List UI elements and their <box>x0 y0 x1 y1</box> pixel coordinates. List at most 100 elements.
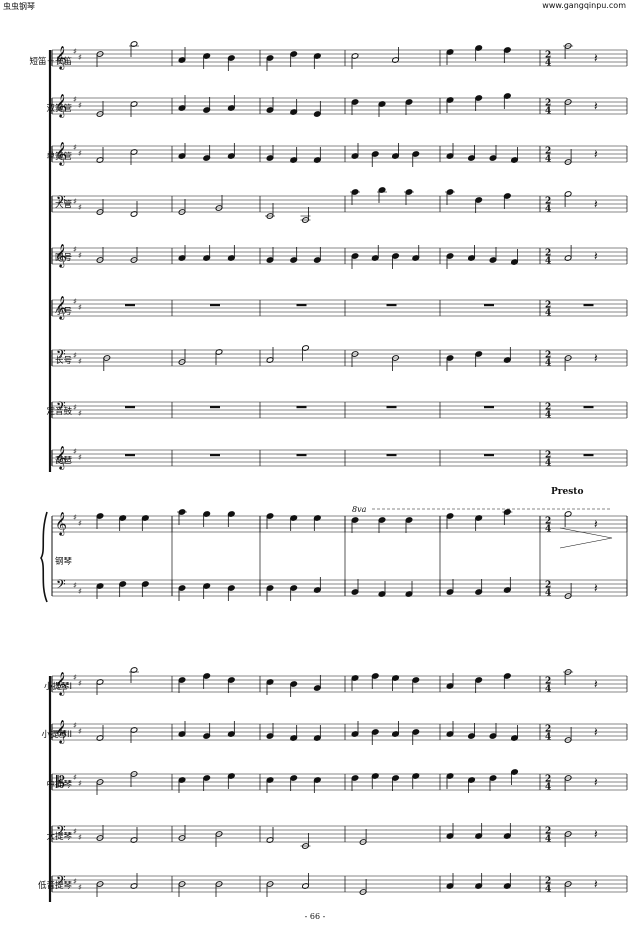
label-trombone: 长号 <box>54 356 72 366</box>
whole-rest <box>296 454 307 457</box>
whole-rest <box>210 406 220 409</box>
time-sig-den: 4 <box>545 835 551 845</box>
time-sig-num: 2 <box>545 827 551 837</box>
label-cello: 大提琴 <box>46 832 72 842</box>
time-sig-den: 4 <box>545 107 551 117</box>
whole-rest <box>125 304 135 307</box>
time-sig-den: 4 <box>545 733 551 743</box>
key-sharp: ♯ <box>73 877 77 886</box>
whole-rest <box>583 406 594 409</box>
quarter-rest: 𝄽 <box>594 99 598 113</box>
bass-clef: 𝄢 <box>56 399 66 417</box>
key-sharp: ♯ <box>73 721 77 730</box>
key-sharp: ♯ <box>73 447 77 456</box>
time-sig-num: 2 <box>545 451 551 461</box>
time-sig-den: 4 <box>545 205 551 215</box>
time-sig-num: 2 <box>545 197 551 207</box>
key-sharp: ♯ <box>73 143 77 152</box>
quarter-rest: 𝄽 <box>594 725 598 739</box>
key-sharp: ♯ <box>78 101 82 110</box>
time-sig-num: 2 <box>545 775 551 785</box>
treble-clef: 𝄞 <box>55 445 67 470</box>
whole-rest <box>484 304 494 307</box>
whole-rest <box>210 454 220 457</box>
key-sharp: ♯ <box>78 587 82 596</box>
time-sig-num: 2 <box>545 403 551 413</box>
quarter-rest: 𝄽 <box>594 517 598 531</box>
whole-rest <box>296 304 307 307</box>
label-bass: 低音提琴 <box>37 881 72 891</box>
key-sharp: ♯ <box>73 245 77 254</box>
time-sig-num: 2 <box>545 517 551 527</box>
whole-rest <box>484 454 494 457</box>
label-clarinet: 单簧管 <box>46 152 72 162</box>
time-sig-num: 2 <box>545 581 551 591</box>
quarter-rest: 𝄽 <box>594 249 598 263</box>
bass-clef: 𝄢 <box>56 577 66 595</box>
key-sharp: ♯ <box>78 409 82 418</box>
key-sharp: ♯ <box>78 727 82 736</box>
quarter-rest: 𝄽 <box>594 197 598 211</box>
label-piano: 钢琴 <box>54 557 72 567</box>
key-sharp: ♯ <box>78 303 82 312</box>
bass-clef: 𝄢 <box>56 347 66 365</box>
label-oboe: 双簧管 <box>46 104 72 114</box>
time-sig-den: 4 <box>545 359 551 369</box>
time-sig-num: 2 <box>545 725 551 735</box>
time-sig-den: 4 <box>545 257 551 267</box>
whole-rest <box>210 304 220 307</box>
time-sig-num: 2 <box>545 147 551 157</box>
quarter-rest: 𝄽 <box>594 827 598 841</box>
time-sig-den: 4 <box>545 783 551 793</box>
time-sig-den: 4 <box>545 59 551 69</box>
key-sharp: ♯ <box>73 47 77 56</box>
key-sharp: ♯ <box>73 403 77 412</box>
key-sharp: ♯ <box>78 519 82 528</box>
site-name: 虫虫钢琴 <box>3 2 35 11</box>
key-sharp: ♯ <box>78 251 82 260</box>
key-sharp: ♯ <box>78 679 82 688</box>
key-sharp: ♯ <box>73 197 77 206</box>
key-sharp: ♯ <box>73 513 77 522</box>
whole-rest <box>484 406 494 409</box>
key-sharp: ♯ <box>78 883 82 892</box>
whole-rest <box>386 304 397 307</box>
time-sig-den: 4 <box>545 589 551 599</box>
alto-clef: 𝄡 <box>56 772 65 791</box>
treble-clef: 𝄞 <box>55 671 67 696</box>
label-timpani: 定音鼓 <box>46 407 72 417</box>
label-horn: 圆号 <box>54 253 72 263</box>
treble-clef: 𝄞 <box>55 141 67 166</box>
time-sig-den: 4 <box>545 411 551 421</box>
bass-clef: 𝄢 <box>56 193 66 211</box>
key-sharp: ♯ <box>73 581 77 590</box>
treble-clef: 𝄞 <box>55 719 67 744</box>
time-sig-den: 4 <box>545 885 551 895</box>
time-sig-den: 4 <box>545 155 551 165</box>
treble-clef: 𝄞 <box>55 45 67 70</box>
key-sharp: ♯ <box>78 357 82 366</box>
time-sig-num: 2 <box>545 877 551 887</box>
label-bassoon: 大管 <box>54 200 72 210</box>
bass-clef: 𝄢 <box>56 873 66 891</box>
key-sharp: ♯ <box>73 351 77 360</box>
label-violin1: 小提琴I <box>43 682 72 692</box>
site-url: www.gangqinpu.com <box>542 1 626 10</box>
bass-clef: 𝄢 <box>56 823 66 841</box>
treble-clef: 𝄞 <box>55 511 67 536</box>
quarter-rest: 𝄽 <box>594 147 598 161</box>
key-sharp: ♯ <box>73 827 77 836</box>
whole-rest <box>125 454 135 457</box>
time-sig-den: 4 <box>545 459 551 469</box>
label-violin2: 小提琴II <box>41 730 72 740</box>
whole-rest <box>583 454 594 457</box>
page-number: - 66 - <box>304 912 326 921</box>
whole-rest <box>125 406 135 409</box>
key-sharp: ♯ <box>78 149 82 158</box>
quarter-rest: 𝄽 <box>594 677 598 691</box>
label-viola: 中提琴 <box>46 780 72 790</box>
treble-clef: 𝄞 <box>55 93 67 118</box>
whole-rest <box>386 406 397 409</box>
quarter-rest: 𝄽 <box>594 51 598 65</box>
